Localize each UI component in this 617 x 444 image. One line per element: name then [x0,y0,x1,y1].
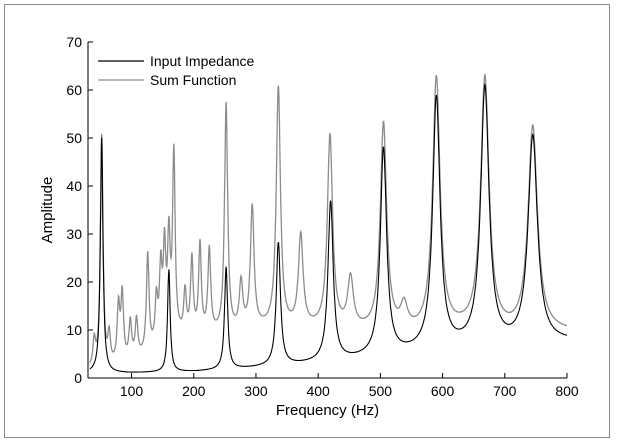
series-layer [89,72,568,373]
x-tick-label: 400 [306,383,330,399]
x-tick-label: 600 [431,383,455,399]
x-tick-label: 800 [555,383,579,399]
y-tick-label: 0 [74,370,82,386]
series-line-sum-function [89,72,568,363]
legend: Input Impedance Sum Function [98,53,255,88]
y-axis-label: Amplitude [39,177,56,244]
y-tick-label: 70 [66,34,82,50]
y-tick-label: 60 [66,82,82,98]
y-tick-label: 50 [66,130,82,146]
y-tick-label: 40 [66,178,82,194]
y-tick-label: 10 [66,322,82,338]
legend-label-sum-function: Sum Function [150,72,236,88]
x-tick-label: 200 [182,383,206,399]
x-tick-label: 500 [369,383,393,399]
figure-frame [4,4,610,438]
ticks-layer: 100 200 300 400 500 600 700 800 0 10 20 30 40 50 60 70 [66,34,578,399]
x-tick-label: 300 [244,383,268,399]
x-tick-label: 100 [120,383,144,399]
x-axis-label: Frequency (Hz) [276,402,379,419]
y-tick-label: 20 [66,274,82,290]
legend-label-input-impedance: Input Impedance [150,53,255,69]
series-line-input-impedance [89,82,568,373]
axes [87,42,567,379]
x-tick-label: 700 [493,383,517,399]
y-tick-label: 30 [66,226,82,242]
